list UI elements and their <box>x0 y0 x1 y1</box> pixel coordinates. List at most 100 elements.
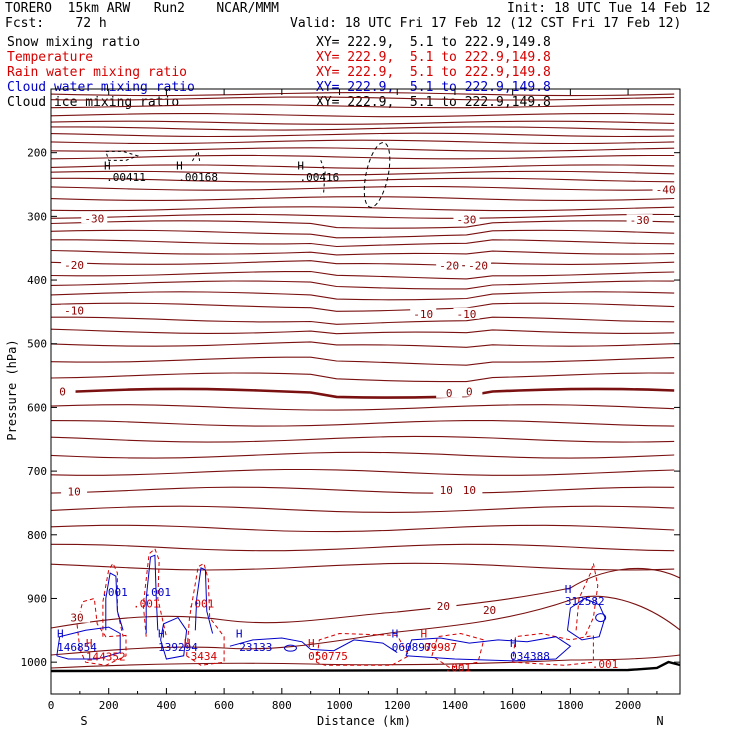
maximum-label: 23133 <box>239 641 272 654</box>
start-label: S <box>80 714 87 728</box>
temperature-label: 10 <box>440 484 453 497</box>
x-tick-label: 1000 <box>326 699 353 712</box>
rain-contour <box>575 563 599 637</box>
isotherm-line <box>50 154 675 160</box>
maximum-label: 060897 <box>392 641 432 654</box>
valid-time: Valid: 18 UTC Fri 17 Feb 12 (12 CST Fri … <box>290 16 682 31</box>
legend-xy-cloud-water: XY= 222.9, 5.1 to 222.9,149.8 <box>316 80 551 95</box>
temperature-label: -40 <box>656 184 676 197</box>
x-tick-label: 200 <box>99 699 119 712</box>
temperature-label-bg <box>61 258 88 270</box>
temperature-label: 0 <box>59 386 66 399</box>
isotherm-line <box>51 126 675 131</box>
temperature-label-bg <box>61 485 88 497</box>
cloud-water-contour <box>405 636 572 662</box>
isotherm-line <box>50 356 675 366</box>
isotherm-line <box>50 229 675 239</box>
cloud-ice-contours <box>105 142 391 208</box>
maximum-marker: H <box>510 637 517 650</box>
maximum-label: 09987 <box>424 641 457 654</box>
isotherm-line <box>50 270 675 280</box>
rain-contour-label: .001 <box>188 598 215 611</box>
isotherm-line <box>50 220 675 229</box>
maximum-label: 139294 <box>158 641 198 654</box>
cloud-water-contour <box>105 572 124 631</box>
temperature-label: -20 <box>64 259 84 272</box>
legend-label-temperature: Temperature <box>7 50 94 65</box>
isotherm-line <box>50 132 675 138</box>
isotherm-line <box>51 316 675 325</box>
isotherm-line <box>50 249 675 256</box>
isotherm-line <box>50 543 675 552</box>
isotherm-line <box>50 302 675 312</box>
cloud-water-contour-label: .001 <box>145 586 172 599</box>
temperature-label: 10 <box>67 485 80 498</box>
x-tick-label: 400 <box>156 699 176 712</box>
rain-contour <box>102 562 124 637</box>
isotherm-line <box>50 435 675 443</box>
isotherm-line <box>50 291 675 301</box>
maximum-marker: H <box>421 628 428 641</box>
isotherm-lower-line <box>50 567 681 629</box>
x-tick-label: 1800 <box>557 699 584 712</box>
temperature-label: -30 <box>457 214 477 227</box>
isotherm-line <box>50 451 675 459</box>
legend-xy-rain: XY= 222.9, 5.1 to 222.9,149.8 <box>316 65 551 80</box>
temperature-label-bg <box>436 386 463 398</box>
maximum-label: 034388 <box>510 650 550 663</box>
cloud-ice-max-marker: H <box>297 159 304 172</box>
x-tick-label: 1400 <box>442 699 469 712</box>
temperature-label-bg <box>61 304 88 316</box>
cloud-water-contour <box>160 616 188 660</box>
lower-cloud-contours <box>50 547 681 673</box>
isotherm-line <box>50 113 675 118</box>
maximum-marker: H <box>236 628 243 641</box>
x-tick-label: 2000 <box>615 699 642 712</box>
cloud-water-contour <box>229 637 398 654</box>
temperature-label-bg <box>410 307 437 319</box>
legend-label-rain: Rain water mixing ratio <box>7 65 188 80</box>
maximum-label: 050775 <box>308 650 348 663</box>
temperature-label: -20 <box>439 259 459 272</box>
maximum-marker: H <box>57 628 64 641</box>
y-tick-label: 500 <box>27 338 47 351</box>
cloud-water-contour <box>595 613 607 623</box>
temperature-label-bg <box>436 259 463 271</box>
maximum-marker: H <box>565 583 572 596</box>
isotherm-lower-line <box>50 595 681 656</box>
rain-contour <box>76 597 127 666</box>
temperature-label: 20 <box>437 600 450 613</box>
rain-contour <box>315 632 410 666</box>
end-label: N <box>656 714 663 728</box>
init-time: Init: 18 UTC Tue 14 Feb 12 <box>507 1 711 16</box>
cloud-ice-max-label: .00416 <box>299 171 339 184</box>
temperature-label-bg <box>81 212 108 224</box>
y-tick-label: 900 <box>27 592 47 605</box>
y-tick-label: 700 <box>27 465 47 478</box>
isotherm-line <box>51 177 675 183</box>
isotherm-line <box>50 420 675 427</box>
x-axis-label: Distance (km) <box>317 714 411 728</box>
isotherm-line <box>50 139 675 145</box>
isotherm-line <box>50 505 675 513</box>
legend-xy-temperature: XY= 222.9, 5.1 to 222.9,149.8 <box>316 50 551 65</box>
isotherm-line <box>50 372 675 383</box>
forecast-hour: Fcst: 72 h <box>5 16 107 31</box>
isotherm-line <box>50 260 675 267</box>
temperature-label-bg <box>456 385 483 397</box>
isotherm-line <box>51 239 675 248</box>
rain-contour <box>186 562 225 666</box>
temperature-label: -10 <box>64 305 84 318</box>
isotherm-line <box>50 196 675 201</box>
isotherm-line <box>50 147 675 152</box>
isotherm-line <box>50 387 675 399</box>
cloud-ice-max-label: .00168 <box>178 171 218 184</box>
isotherm-line <box>50 468 675 476</box>
cloud-water-contour <box>194 567 214 634</box>
temperature-label-bg <box>465 259 492 271</box>
y-tick-label: 1000 <box>21 656 48 669</box>
temperature-label-bg <box>49 385 76 397</box>
axes: 0 200 400 600 800 1000 1200 1400 1600 1800 2000200… <box>21 88 681 712</box>
isotherm-line <box>50 341 675 348</box>
